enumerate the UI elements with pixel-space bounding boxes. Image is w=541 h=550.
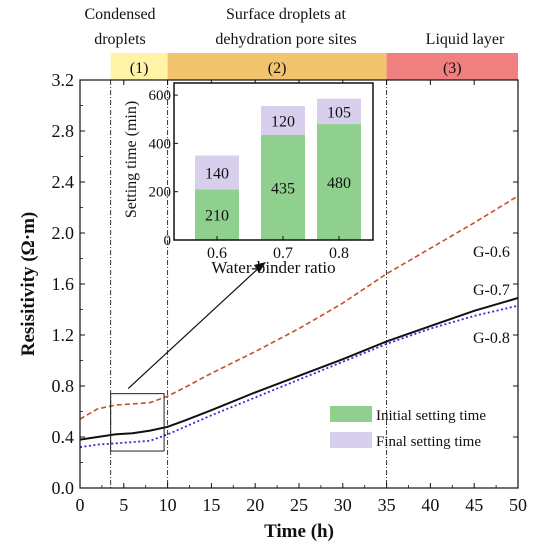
y-tick-label: 3.2 [52,70,75,90]
inset-y-tick-label: 0 [164,233,172,249]
inset-bar-final [195,155,239,190]
zoom-box [110,393,165,452]
phase-title-2-line-2: dehydration pore sites [215,31,356,48]
phase-bar-1 [110,53,168,80]
inset-y-tick-label: 200 [149,185,172,201]
phase-number-2: (2) [268,60,287,77]
inset-bar-label-final: 140 [205,165,229,182]
legend-label-2: Final setting time [376,434,481,450]
inset-bar-final [261,105,305,135]
series-line-g-0.7 [79,297,519,441]
phase-title-1-line-2: droplets [94,31,146,48]
phase-bar-3 [386,53,518,80]
legend-swatch-1 [330,406,372,422]
zoom-arrow [127,264,263,389]
x-tick-label: 25 [290,495,308,515]
legend-label-1: Initial setting time [376,408,486,424]
x-tick-label: 30 [334,495,352,515]
inset-bar-initial [261,134,305,240]
phase-number-3: (3) [443,60,462,77]
series-line-g-0.6 [79,195,519,420]
inset-bar-initial [195,189,239,240]
x-axis-title: Time (h) [264,521,334,542]
x-tick-label: 15 [202,495,220,515]
inset-bar-label-initial: 480 [327,175,351,192]
x-tick-label: 50 [509,495,527,515]
y-tick-label: 1.2 [52,325,75,345]
y-tick-label: 0.8 [52,376,75,396]
series-line-g-0.8 [79,304,519,449]
y-tick-label: 2.0 [52,223,75,243]
y-tick-label: 2.4 [52,172,75,192]
x-tick-label: 0 [76,495,85,515]
y-tick-label: 0.4 [52,427,75,447]
inset-x-tick-label: 0.6 [207,245,227,262]
inset-bar-label-initial: 435 [271,180,295,197]
inset-bar-label-final: 120 [271,113,295,130]
x-tick-label: 5 [119,495,128,515]
inset-bar-label-final: 105 [327,104,351,121]
inset-y-tick-label: 600 [149,88,172,104]
inset-y-axis-title: Setting time (min) [123,101,140,218]
phase-title-3-line-1: Liquid layer [426,31,505,48]
inset-bar-initial [317,124,361,240]
inset-bar-label-initial: 210 [205,208,229,225]
inset-x-axis-title: Water-binder ratio [211,258,335,277]
series-label-g-0.7: G-0.7 [473,282,510,299]
x-tick-label: 20 [246,495,264,515]
x-tick-label: 40 [421,495,439,515]
y-axis-title: Resisitivity (Ω·m) [18,212,39,357]
phase-title-1-line-1: Condensed [84,6,155,23]
phase-title-2-line-1: Surface droplets at [226,6,347,23]
y-tick-label: 2.8 [52,121,75,141]
y-tick-label: 0.0 [52,478,75,498]
inset-frame [173,82,374,241]
x-tick-label: 35 [378,495,396,515]
inset-x-tick-label: 0.7 [273,245,293,262]
inset-bar-final [317,98,361,125]
phase-number-1: (1) [130,60,149,77]
x-tick-label: 10 [159,495,177,515]
legend-swatch-2 [330,432,372,448]
inset-x-tick-label: 0.8 [329,245,349,262]
y-tick-label: 1.6 [52,274,75,294]
series-label-g-0.8: G-0.8 [473,330,510,347]
inset-y-tick-label: 400 [149,136,172,152]
zoom-arrowhead [254,262,266,273]
phase-bar-2 [167,53,387,80]
plot-frame [79,79,519,489]
series-label-g-0.6: G-0.6 [473,244,510,261]
x-tick-label: 45 [465,495,483,515]
